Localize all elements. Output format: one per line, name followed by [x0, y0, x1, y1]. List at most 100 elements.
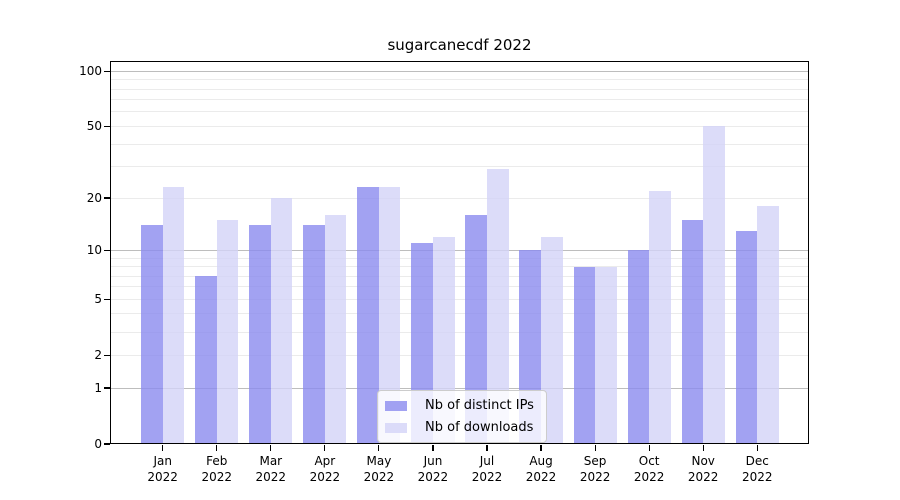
x-tick-label-year-nov: 2022: [687, 470, 719, 484]
y-tick-label-50: 50: [86, 119, 102, 134]
gridline-minor-3: [110, 331, 809, 333]
gridline-minor-70: [110, 99, 809, 101]
x-tick-label-month-jul: Jul: [479, 454, 495, 468]
x-tick-label-oct: Oct 2022: [619, 453, 679, 485]
x-tick-label-year-jun: 2022: [417, 470, 449, 484]
gridline-minor-8: [110, 266, 809, 267]
distinct-ips-swatch-icon: [385, 400, 407, 411]
x-tick-label-year-oct: 2022: [633, 470, 665, 484]
legend-label-downloads: Nb of downloads: [425, 420, 534, 435]
y-tick-label-20: 20: [86, 191, 102, 206]
x-tick-label-feb: Feb 2022: [187, 453, 247, 485]
bar-distinct-ips-oct: [627, 250, 650, 444]
x-tick-label-jan: Jan 2022: [133, 453, 193, 485]
x-tick-sep: [594, 445, 596, 451]
x-tick-label-year-jul: 2022: [471, 470, 503, 484]
bar-distinct-ips-mar: [249, 225, 271, 444]
x-tick-label-month-aug: Aug: [529, 454, 553, 468]
gridline-minor-2: [110, 354, 809, 356]
y-tick-50: [103, 125, 110, 127]
x-tick-may: [378, 445, 380, 451]
bar-distinct-ips-jan: [141, 225, 163, 444]
y-tick-label-1: 1: [94, 381, 102, 395]
bar-downloads-dec: [757, 206, 779, 444]
x-tick-label-year-jan: 2022: [147, 470, 178, 484]
gridline-minor-20: [110, 197, 809, 199]
x-tick-label-jun: Jun 2022: [403, 453, 463, 485]
y-tick-label-2: 2: [94, 348, 102, 363]
legend: Nb of distinct IPs Nb of downloads: [377, 390, 547, 443]
x-tick-label-month-dec: Dec: [745, 454, 769, 468]
gridline-major-10: [110, 249, 809, 251]
x-tick-label-apr: Apr 2022: [295, 453, 355, 485]
x-tick-label-month-nov: Nov: [691, 454, 715, 468]
bar-downloads-jan: [162, 187, 185, 444]
legend-label-distinct-ips: Nb of distinct IPs: [425, 398, 534, 413]
y-tick-20: [103, 197, 110, 199]
x-tick-label-year-sep: 2022: [579, 470, 611, 484]
x-tick-label-month-sep: Sep: [583, 454, 607, 468]
x-tick-label-month-may: May: [366, 454, 392, 468]
y-tick-label-0: 0: [94, 437, 102, 451]
bar-downloads-jul: [487, 169, 509, 444]
gridline-minor-6: [110, 286, 809, 288]
gridline-minor-7: [110, 275, 809, 277]
legend-row-downloads: Nb of downloads: [385, 418, 534, 437]
x-tick-dec: [756, 445, 758, 451]
gridline-minor-80: [110, 88, 809, 90]
bar-downloads-apr: [324, 215, 347, 444]
gridline-major-1: [110, 387, 809, 389]
x-tick-label-month-mar: Mar: [259, 454, 283, 468]
bar-downloads-nov: [703, 126, 725, 444]
x-tick-jun: [432, 445, 434, 451]
y-tick-2: [103, 354, 110, 356]
x-tick-label-sep: Sep 2022: [565, 453, 625, 485]
x-tick-aug: [540, 445, 542, 451]
y-tick-100: [103, 70, 110, 72]
bar-distinct-ips-dec: [735, 230, 758, 444]
bar-downloads-sep: [595, 266, 617, 444]
gridline-minor-4: [110, 313, 809, 315]
x-tick-label-year-dec: 2022: [741, 470, 773, 484]
x-tick-label-dec: Dec 2022: [727, 453, 787, 485]
bar-downloads-oct: [649, 190, 671, 444]
y-tick-10: [103, 249, 110, 251]
gridline-minor-30: [110, 166, 809, 168]
bar-distinct-ips-may: [357, 187, 379, 444]
x-tick-nov: [702, 445, 704, 451]
y-tick-1: [103, 387, 110, 389]
x-tick-label-month-apr: Apr: [314, 454, 336, 468]
gridline-minor-5: [110, 298, 809, 300]
bar-downloads-may: [378, 187, 401, 444]
y-tick-0: [103, 443, 110, 445]
x-tick-label-may: May 2022: [349, 453, 409, 485]
y-tick-label-10: 10: [86, 243, 102, 258]
x-tick-label-month-jun: Jun: [423, 454, 443, 468]
x-tick-label-jul: Jul 2022: [457, 453, 517, 485]
x-tick-label-year-mar: 2022: [255, 470, 287, 484]
x-tick-label-year-may: 2022: [363, 470, 395, 484]
gridline-minor-40: [110, 143, 809, 145]
chart-title: sugarcanecdf 2022: [387, 36, 532, 54]
gridline-minor-90: [110, 79, 809, 81]
bar-distinct-ips-jul: [465, 215, 487, 444]
x-tick-mar: [270, 445, 272, 451]
gridline-major-100: [110, 70, 809, 72]
x-tick-label-nov: Nov 2022: [673, 453, 733, 485]
bar-distinct-ips-sep: [573, 266, 596, 444]
bar-distinct-ips-feb: [195, 276, 217, 444]
x-tick-label-year-feb: 2022: [201, 470, 233, 484]
bar-downloads-mar: [270, 198, 293, 444]
plot-area: Nb of distinct IPs Nb of downloads: [110, 61, 809, 444]
x-tick-label-aug: Aug 2022: [511, 453, 571, 485]
x-tick-oct: [648, 445, 650, 451]
x-tick-feb: [216, 445, 218, 451]
x-tick-label-month-oct: Oct: [638, 454, 660, 468]
y-tick-label-100: 100: [79, 64, 102, 79]
gridline-minor-50: [110, 125, 809, 127]
x-tick-label-mar: Mar 2022: [241, 453, 301, 485]
x-tick-label-year-aug: 2022: [525, 470, 557, 484]
x-tick-apr: [324, 445, 326, 451]
x-tick-label-year-apr: 2022: [309, 470, 341, 484]
